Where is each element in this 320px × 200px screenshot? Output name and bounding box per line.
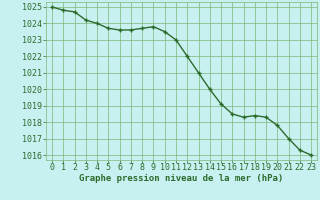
X-axis label: Graphe pression niveau de la mer (hPa): Graphe pression niveau de la mer (hPa) bbox=[79, 174, 284, 183]
